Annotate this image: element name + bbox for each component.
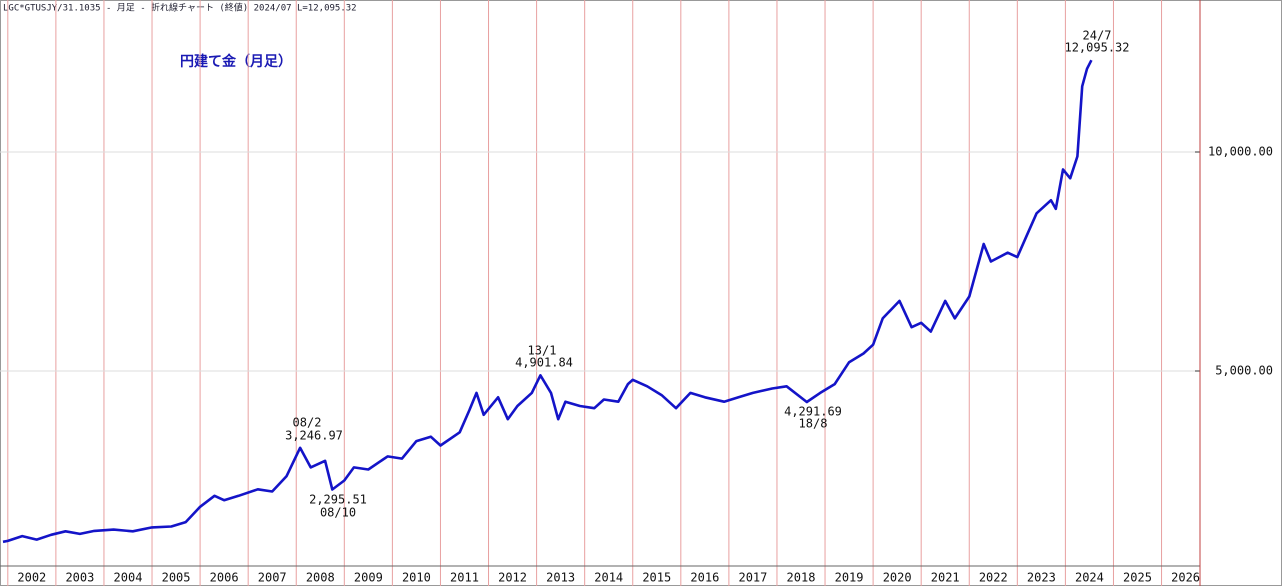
x-tick-label: 2020 [883, 571, 912, 585]
x-tick-label: 2018 [787, 571, 816, 585]
x-tick-label: 2005 [162, 571, 191, 585]
annotation: 18/8 [799, 417, 828, 431]
annotation: 24/7 [1083, 29, 1112, 43]
annotation: 12,095.32 [1064, 41, 1129, 55]
x-tick-label: 2007 [258, 571, 287, 585]
x-tick-label: 2012 [498, 571, 527, 585]
x-tick-label: 2010 [402, 571, 431, 585]
annotation: 13/1 [528, 344, 557, 358]
annotation: 4,901.84 [515, 356, 573, 370]
x-tick-label: 2024 [1075, 571, 1104, 585]
chart-header: LGC*GTUSJY/31.1035 - 月足 - 折れ線チャート (終値) 2… [3, 2, 357, 14]
x-tick-label: 2013 [546, 571, 575, 585]
x-tick-label: 2003 [65, 571, 94, 585]
x-tick-label: 2016 [690, 571, 719, 585]
annotation: 08/2 [293, 416, 322, 430]
x-tick-label: 2004 [114, 571, 143, 585]
x-tick-label: 2022 [979, 571, 1008, 585]
x-tick-label: 2002 [17, 571, 46, 585]
price-line [2, 59, 1093, 544]
x-tick-label: 2006 [210, 571, 239, 585]
y-tick-label: 5,000.00 [1215, 363, 1273, 377]
chart-title: 円建て金（月足） [180, 53, 292, 70]
x-tick-label: 2008 [306, 571, 335, 585]
x-tick-label: 2026 [1171, 571, 1200, 585]
x-tick-label: 2025 [1123, 571, 1152, 585]
x-tick-label: 2021 [931, 571, 960, 585]
x-tick-label: 2015 [642, 571, 671, 585]
annotation: 4,291.69 [784, 405, 842, 419]
x-tick-label: 2019 [835, 571, 864, 585]
annotation: 2,295.51 [309, 493, 367, 507]
y-tick-label: 10,000.00 [1208, 144, 1273, 158]
x-tick-label: 2009 [354, 571, 383, 585]
x-tick-label: 2023 [1027, 571, 1056, 585]
x-tick-label: 2017 [738, 571, 767, 585]
x-tick-label: 2011 [450, 571, 479, 585]
x-tick-label: 2014 [594, 571, 623, 585]
annotation: 3,246.97 [285, 429, 343, 443]
annotation: 08/10 [320, 506, 356, 520]
